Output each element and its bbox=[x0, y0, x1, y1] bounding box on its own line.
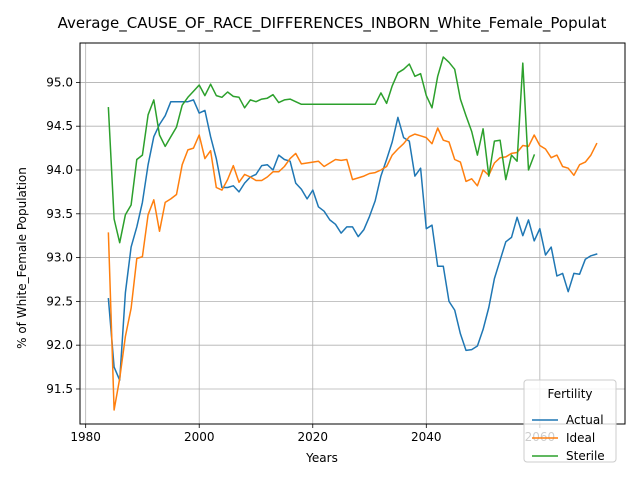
x-tick-label: 2000 bbox=[184, 430, 215, 444]
x-tick-label: 2020 bbox=[297, 430, 328, 444]
y-tick-label: 93.0 bbox=[46, 251, 73, 265]
series-layer bbox=[107, 56, 598, 411]
series-line-ideal bbox=[107, 127, 598, 411]
legend-title: Fertility bbox=[547, 387, 592, 401]
plot-background bbox=[80, 43, 625, 424]
series-line-actual bbox=[107, 99, 598, 381]
y-axis: 91.5 92.0 92.5 93.0 93.5 94.0 94.5 95.0 bbox=[46, 75, 80, 396]
legend-label-sterile: Sterile bbox=[566, 449, 605, 463]
legend: Fertility Actual Ideal Sterile bbox=[523, 379, 617, 463]
y-tick-label: 93.5 bbox=[46, 207, 73, 221]
legend-label-ideal: Ideal bbox=[566, 431, 595, 445]
x-tick-label: 1980 bbox=[70, 430, 101, 444]
plot-frame bbox=[79, 42, 626, 425]
x-axis-label: Years bbox=[305, 451, 338, 465]
legend-label-actual: Actual bbox=[566, 413, 604, 427]
y-tick-label: 92.5 bbox=[46, 294, 73, 308]
grid-lines bbox=[80, 43, 625, 424]
y-tick-label: 95.0 bbox=[46, 75, 73, 89]
plot-area bbox=[79, 42, 626, 425]
y-axis-label: % of White_Female Population bbox=[15, 167, 29, 349]
chart-title: Average_CAUSE_OF_RACE_DIFFERENCES_INBORN… bbox=[58, 14, 607, 33]
y-tick-label: 94.0 bbox=[46, 163, 73, 177]
y-tick-label: 92.0 bbox=[46, 338, 73, 352]
y-tick-label: 91.5 bbox=[46, 382, 73, 396]
series-line-sterile bbox=[107, 56, 536, 244]
legend-items: Actual Ideal Sterile bbox=[532, 413, 605, 463]
x-tick-label: 2040 bbox=[411, 430, 442, 444]
legend-box bbox=[523, 379, 617, 463]
y-tick-label: 94.5 bbox=[46, 119, 73, 133]
